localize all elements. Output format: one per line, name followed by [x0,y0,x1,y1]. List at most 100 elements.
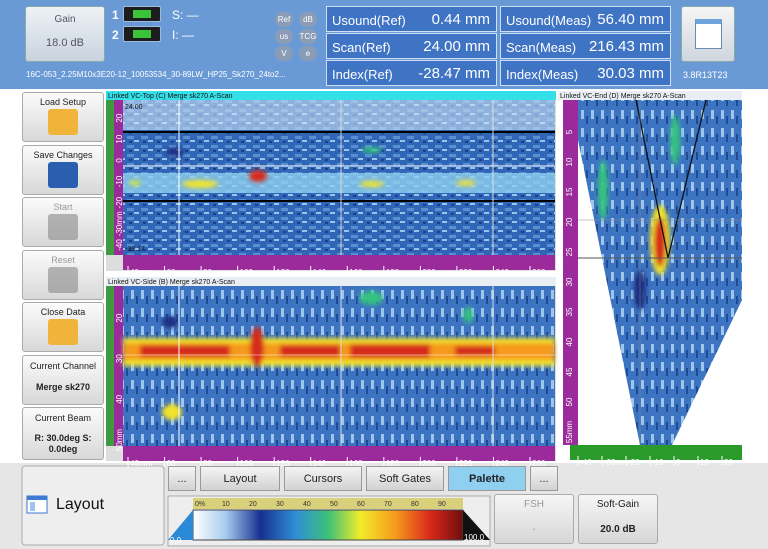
sidebar-icon [48,319,78,345]
x-ruler-label: 180 [386,459,400,468]
view-title: Linked VC-End (D) Merge sk270 A-Scan [560,93,686,100]
x-ruler-label: 180 [386,268,400,277]
fsh-box[interactable]: FSH - [494,494,574,544]
fsh-label: FSH [524,499,544,510]
readout-value: 30.03 mm [597,65,664,82]
y-ruler-label: 10 [115,134,124,143]
readout: Index(Meas) 30.03 mm [500,60,671,86]
y-ruler-label: 40 [565,337,574,346]
tab[interactable]: Cursors [284,466,362,491]
gain-label: Gain [54,14,76,25]
current-channel[interactable]: Current Channel Merge sk270 [22,355,104,405]
x-ruler-label: 80 [203,268,212,277]
gain-value: 18.0 dB [46,37,84,49]
sidebar-icon [48,161,78,188]
y-ruler-label: 15 [565,187,574,196]
x-ruler-label: 220 [459,268,473,277]
cursor-marker: 24.00 [125,104,143,111]
toggle-button[interactable]: Ref [275,12,293,27]
readout-value: 56.40 mm [597,11,664,28]
palette-scale-label: 60 [357,501,365,508]
readout-label: Index(Meas) [506,67,579,82]
channel-status: S: — [172,8,199,22]
y-ruler-label: 25 [565,247,574,256]
y-ruler-label: -40 [115,239,124,251]
tab[interactable]: Layout [200,466,280,491]
readout: Usound(Meas) 56.40 mm [500,6,671,32]
palette-min: 0.0 [170,536,182,545]
toggle-button[interactable]: TCG [299,29,317,44]
x-ruler-label: -20 [628,458,640,467]
y-ruler-label: 20 [115,113,124,122]
current-beam-label: Current Beam [34,413,92,423]
y-ruler-label: 45 [565,367,574,376]
x-ruler-label: -10 [652,458,664,467]
tab[interactable]: ... [530,466,558,491]
readout-label: Scan(Meas) [506,40,577,55]
readout-value: 216.43 mm [588,38,664,55]
x-ruler-label: 100 [240,459,254,468]
y-ruler-label: 50mm [115,429,124,452]
view-title: Linked VC-Side (B) Merge sk270 A-Scan [108,279,235,286]
layout-icon [26,495,48,514]
channel-plug [133,10,151,18]
x-ruler-label: 40mm [130,459,153,468]
gain-box[interactable]: Gain 18.0 dB [25,6,105,62]
palette-scale-label: 80 [411,501,419,508]
soft-gain-value: 20.0 dB [600,524,636,535]
window-button[interactable] [681,6,735,62]
readout-label: Usound(Ref) [332,13,406,28]
x-ruler-label: 80 [203,459,212,468]
x-ruler-label: 160 [349,459,363,468]
sidebar-icon [48,214,78,240]
sidebar-icon [48,109,78,135]
cursor-marker: -39.17 [125,246,145,253]
readout: Usound(Ref) 0.44 mm [326,6,497,32]
y-ruler-label: 20 [115,313,124,322]
x-ruler-label: -40 [580,458,592,467]
readout: Scan(Meas) 216.43 mm [500,33,671,59]
tab[interactable]: Palette [448,466,526,491]
y-ruler-label: -30mm [115,211,124,236]
soft-gain-box[interactable]: Soft-Gain 20.0 dB [578,494,658,544]
palette-scale-label: 0% [195,501,205,508]
tab[interactable]: ... [168,466,196,491]
palette-scale-label: 70 [384,501,392,508]
current-channel-label: Current Channel [29,361,97,371]
palette-scale-label: 20 [249,501,257,508]
y-ruler-label: 30 [565,277,574,286]
channel-plug [133,30,151,38]
current-beam[interactable]: Current Beam R: 30.0deg S: 0.0deg [22,407,104,460]
readout-value: -28.47 mm [418,65,490,82]
toggle-button[interactable]: dB [299,12,317,27]
x-ruler-label: 200 [422,459,436,468]
toggle-button[interactable]: V [275,46,293,61]
view-title: Linked VC-Top (C) Merge sk270 A-Scan [108,93,233,100]
tab[interactable]: Soft Gates [366,466,444,491]
y-ruler-label: 20 [565,217,574,226]
palette-scale-label: 10 [222,501,230,508]
x-ruler-label: -30mm [604,458,629,467]
toggle-button[interactable]: e [299,46,317,61]
readout-label: Index(Ref) [332,67,393,82]
x-ruler-label: 120 [276,268,290,277]
x-ruler-label: 0 [676,458,681,467]
readout: Scan(Ref) 24.00 mm [326,33,497,59]
x-ruler-label: 140 [313,268,327,277]
channel-number: 1 [112,8,119,22]
x-ruler-label: 220 [459,459,473,468]
x-ruler-label: 60 [167,268,176,277]
file-name: 16C-053_2.25M10x3E20-12_10053534_30-89LW… [26,70,286,79]
x-ruler-label: 120 [276,459,290,468]
x-ruler-label: 240 [495,459,509,468]
toggle-button[interactable]: us [275,29,293,44]
y-ruler-label: -10 [115,175,124,187]
x-ruler-label: 160 [349,268,363,277]
y-ruler-label: 10 [565,157,574,166]
readout-label: Usound(Meas) [506,13,592,28]
palette-max: 100.0 [464,533,485,542]
palette-scale-label: 30 [276,501,284,508]
y-ruler-label: 0 [115,158,124,163]
